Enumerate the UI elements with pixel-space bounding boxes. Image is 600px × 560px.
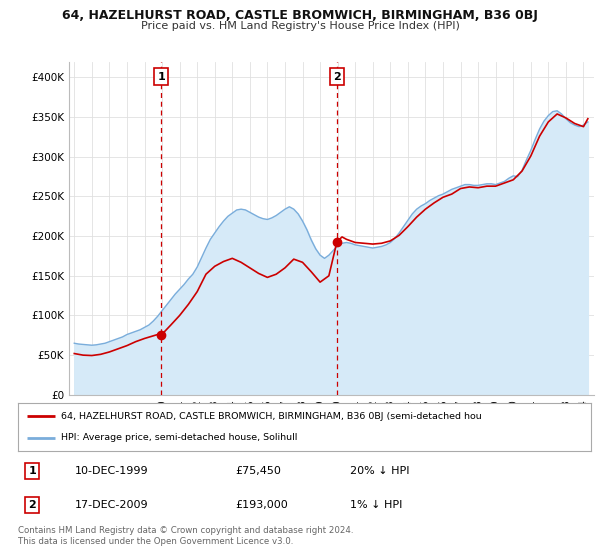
Text: £193,000: £193,000	[236, 500, 289, 510]
Text: 64, HAZELHURST ROAD, CASTLE BROMWICH, BIRMINGHAM, B36 0BJ: 64, HAZELHURST ROAD, CASTLE BROMWICH, BI…	[62, 9, 538, 22]
Text: 10-DEC-1999: 10-DEC-1999	[76, 466, 149, 476]
Text: 1: 1	[28, 466, 36, 476]
Text: 2: 2	[333, 72, 341, 82]
Text: 64, HAZELHURST ROAD, CASTLE BROMWICH, BIRMINGHAM, B36 0BJ (semi-detached hou: 64, HAZELHURST ROAD, CASTLE BROMWICH, BI…	[61, 412, 482, 421]
Text: Price paid vs. HM Land Registry's House Price Index (HPI): Price paid vs. HM Land Registry's House …	[140, 21, 460, 31]
Text: 17-DEC-2009: 17-DEC-2009	[76, 500, 149, 510]
Text: £75,450: £75,450	[236, 466, 281, 476]
Text: 20% ↓ HPI: 20% ↓ HPI	[350, 466, 410, 476]
Text: 1% ↓ HPI: 1% ↓ HPI	[350, 500, 403, 510]
Text: Contains HM Land Registry data © Crown copyright and database right 2024.
This d: Contains HM Land Registry data © Crown c…	[18, 526, 353, 546]
Text: 2: 2	[28, 500, 36, 510]
Text: HPI: Average price, semi-detached house, Solihull: HPI: Average price, semi-detached house,…	[61, 433, 298, 442]
Text: 1: 1	[157, 72, 165, 82]
